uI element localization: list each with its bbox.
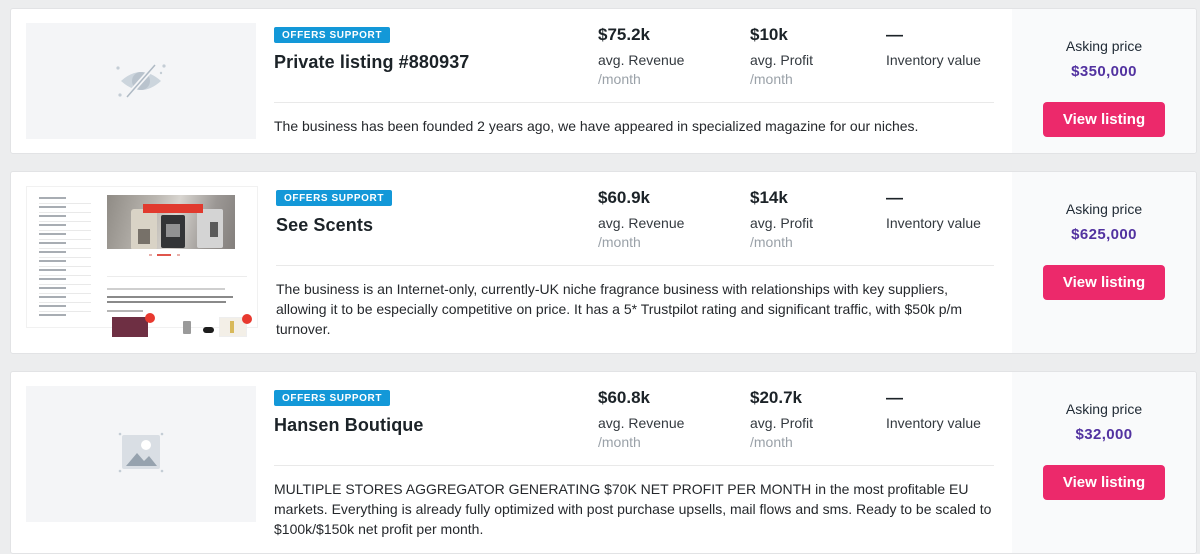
price-box: Asking price $32,000 View listing bbox=[1012, 372, 1196, 553]
mini-site-textline bbox=[107, 296, 233, 298]
metric-revenue: $75.2k avg. Revenue /month bbox=[598, 25, 750, 102]
profit-label: avg. Profit bbox=[750, 415, 814, 431]
mini-site-product bbox=[203, 327, 214, 333]
metric-inventory: — Inventory value bbox=[886, 188, 994, 265]
listing-description: The business has been founded 2 years ag… bbox=[274, 118, 919, 134]
inventory-label: Inventory value bbox=[886, 415, 981, 431]
listing-title[interactable]: See Scents bbox=[276, 215, 374, 235]
listing-content: OFFERS SUPPORT Hansen Boutique $60.8k av… bbox=[274, 386, 1012, 539]
inventory-value: — bbox=[886, 25, 903, 44]
listing-card[interactable]: OFFERS SUPPORT Hansen Boutique $60.8k av… bbox=[10, 371, 1197, 554]
metric-inventory: — Inventory value bbox=[886, 388, 994, 465]
revenue-period: /month bbox=[598, 71, 641, 87]
view-listing-button[interactable]: View listing bbox=[1042, 265, 1166, 300]
revenue-period: /month bbox=[598, 234, 641, 250]
asking-price-label: Asking price bbox=[1065, 201, 1143, 217]
revenue-label: avg. Revenue bbox=[598, 52, 685, 68]
listing-content: OFFERS SUPPORT Private listing #880937 $… bbox=[274, 23, 1012, 139]
price-box: Asking price $350,000 View listing bbox=[1012, 9, 1196, 153]
listing-thumbnail[interactable] bbox=[26, 386, 256, 522]
metric-revenue: $60.9k avg. Revenue /month bbox=[598, 188, 750, 265]
revenue-value: $60.9k bbox=[598, 188, 650, 207]
asking-price-label: Asking price bbox=[1065, 38, 1143, 54]
metric-inventory: — Inventory value bbox=[886, 25, 994, 102]
profit-label: avg. Profit bbox=[750, 52, 814, 68]
mini-site-textline bbox=[107, 288, 225, 290]
listing-title[interactable]: Hansen Boutique bbox=[274, 415, 424, 435]
listing-content: OFFERS SUPPORT See Scents $60.9k avg. Re… bbox=[276, 186, 1012, 339]
revenue-value: $60.8k bbox=[598, 388, 650, 407]
website-screenshot bbox=[27, 187, 257, 337]
listing-card[interactable]: OFFERS SUPPORT Private listing #880937 $… bbox=[10, 8, 1197, 154]
asking-price-value: $625,000 bbox=[1071, 226, 1137, 243]
listing-description: The business is an Internet-only, curren… bbox=[276, 281, 963, 337]
hidden-private-listing-icon bbox=[108, 51, 174, 112]
offers-support-badge: OFFERS SUPPORT bbox=[274, 27, 391, 43]
perfume-bottle bbox=[197, 209, 223, 248]
asking-price-value: $32,000 bbox=[1075, 426, 1133, 443]
divider bbox=[276, 265, 994, 266]
divider bbox=[274, 102, 994, 103]
profit-value: $14k bbox=[750, 188, 788, 207]
inventory-label: Inventory value bbox=[886, 52, 981, 68]
listing-thumbnail[interactable] bbox=[26, 23, 256, 139]
revenue-value: $75.2k bbox=[598, 25, 650, 44]
inventory-value: — bbox=[886, 388, 903, 407]
mini-site-divider bbox=[107, 276, 247, 277]
price-box: Asking price $625,000 View listing bbox=[1012, 172, 1196, 353]
profit-period: /month bbox=[750, 71, 793, 87]
mini-site-banner bbox=[143, 204, 203, 213]
profit-value: $20.7k bbox=[750, 388, 802, 407]
metric-revenue: $60.8k avg. Revenue /month bbox=[598, 388, 750, 465]
mini-site-product bbox=[112, 313, 155, 337]
metric-profit: $14k avg. Profit /month bbox=[750, 188, 886, 265]
image-placeholder-icon bbox=[117, 428, 165, 481]
offers-support-badge: OFFERS SUPPORT bbox=[274, 390, 391, 406]
mini-site-textline bbox=[107, 310, 143, 312]
profit-period: /month bbox=[750, 434, 793, 450]
asking-price-label: Asking price bbox=[1065, 401, 1143, 417]
revenue-period: /month bbox=[598, 434, 641, 450]
listing-card[interactable]: OFFERS SUPPORT See Scents $60.9k avg. Re… bbox=[10, 171, 1197, 354]
mini-site-textline bbox=[107, 301, 226, 303]
mini-site-nav bbox=[39, 195, 91, 317]
revenue-label: avg. Revenue bbox=[598, 215, 685, 231]
mini-site-product bbox=[219, 314, 252, 337]
metric-profit: $20.7k avg. Profit /month bbox=[750, 388, 886, 465]
profit-period: /month bbox=[750, 234, 793, 250]
perfume-bottle bbox=[161, 215, 185, 248]
metrics: $60.9k avg. Revenue /month $14k avg. Pro… bbox=[598, 186, 994, 265]
inventory-label: Inventory value bbox=[886, 215, 981, 231]
profit-label: avg. Profit bbox=[750, 215, 814, 231]
listing-title[interactable]: Private listing #880937 bbox=[274, 52, 470, 72]
mini-site-product bbox=[183, 321, 191, 334]
metric-profit: $10k avg. Profit /month bbox=[750, 25, 886, 102]
mini-site-hero bbox=[107, 195, 235, 249]
offers-support-badge: OFFERS SUPPORT bbox=[276, 190, 393, 206]
metrics: $60.8k avg. Revenue /month $20.7k avg. P… bbox=[598, 386, 994, 465]
inventory-value: — bbox=[886, 188, 903, 207]
divider bbox=[274, 465, 994, 466]
perfume-bottle bbox=[131, 209, 157, 249]
revenue-label: avg. Revenue bbox=[598, 415, 685, 431]
view-listing-button[interactable]: View listing bbox=[1042, 465, 1166, 500]
asking-price-value: $350,000 bbox=[1071, 63, 1137, 80]
listing-thumbnail[interactable] bbox=[26, 186, 258, 337]
mini-site-pagination bbox=[107, 254, 235, 257]
metrics: $75.2k avg. Revenue /month $10k avg. Pro… bbox=[598, 23, 994, 102]
view-listing-button[interactable]: View listing bbox=[1042, 102, 1166, 137]
profit-value: $10k bbox=[750, 25, 788, 44]
listing-description: MULTIPLE STORES AGGREGATOR GENERATING $7… bbox=[274, 481, 992, 537]
